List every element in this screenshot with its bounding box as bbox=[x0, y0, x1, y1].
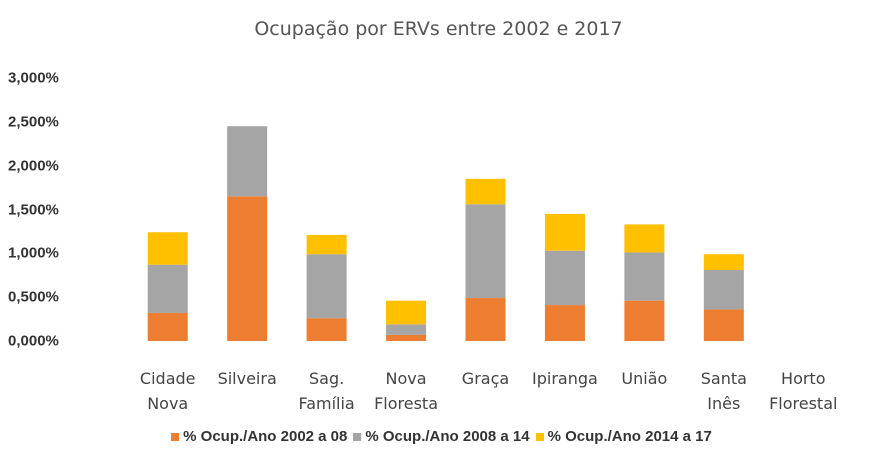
bar-segment bbox=[624, 224, 665, 253]
legend-swatch bbox=[353, 433, 362, 441]
bar-segment bbox=[147, 232, 188, 265]
bar-segment bbox=[306, 234, 347, 255]
bar-segment bbox=[465, 204, 506, 299]
y-tick-label: 1,000% bbox=[8, 244, 59, 262]
bar-segment bbox=[544, 213, 585, 251]
x-tick-label: União bbox=[621, 369, 668, 388]
x-tick-label: Horto Florestal bbox=[769, 369, 838, 413]
bar-segment bbox=[386, 334, 427, 341]
y-tick-label: 2,500% bbox=[8, 113, 59, 131]
legend-swatch bbox=[171, 433, 180, 441]
y-tick-label: 2,000% bbox=[8, 157, 59, 175]
bar-segment bbox=[703, 254, 744, 270]
legend: % Ocup./Ano 2002 a 08 % Ocup./Ano 2008 a … bbox=[0, 428, 877, 445]
bar-segment bbox=[227, 126, 268, 197]
bar-segment bbox=[465, 178, 506, 205]
x-tick-label: Nova Floresta bbox=[374, 369, 438, 413]
bar-segment bbox=[147, 264, 188, 313]
x-tick-label: Cidade Nova bbox=[139, 369, 196, 413]
bar-segment bbox=[544, 305, 585, 341]
y-tick-label: 0,000% bbox=[8, 332, 59, 350]
chart-title: Ocupação por ERVs entre 2002 e 2017 bbox=[254, 18, 623, 40]
y-tick-label: 1,500% bbox=[8, 201, 59, 218]
bar-segment bbox=[624, 252, 665, 301]
x-tick-label: Graça bbox=[461, 369, 510, 388]
y-tick-label: 3,000% bbox=[8, 69, 59, 87]
legend-label: % Ocup./Ano 2002 a 08 bbox=[183, 428, 348, 445]
bar-segment bbox=[465, 298, 506, 341]
x-tick-label: Silveira bbox=[217, 369, 277, 388]
legend-label: % Ocup./Ano 2014 a 17 bbox=[547, 428, 712, 445]
bar-segment bbox=[386, 300, 427, 325]
bar-segment bbox=[386, 324, 427, 335]
bar-segment bbox=[703, 269, 744, 310]
bar-segment bbox=[306, 254, 347, 319]
bar-segment bbox=[306, 318, 347, 341]
bar-segment bbox=[624, 300, 665, 341]
bar-segment bbox=[703, 309, 744, 341]
x-tick-label: Ipiranga bbox=[532, 369, 598, 388]
bar-segment bbox=[544, 250, 585, 306]
bar-segment bbox=[227, 196, 268, 341]
x-tick-label: Sag. Família bbox=[298, 369, 355, 413]
y-tick-label: 0,500% bbox=[8, 288, 59, 306]
legend-label: % Ocup./Ano 2008 a 14 bbox=[365, 428, 530, 445]
bar-segment bbox=[147, 312, 188, 341]
x-tick-label: Santa Inês bbox=[700, 369, 747, 413]
legend-swatch bbox=[535, 433, 544, 441]
